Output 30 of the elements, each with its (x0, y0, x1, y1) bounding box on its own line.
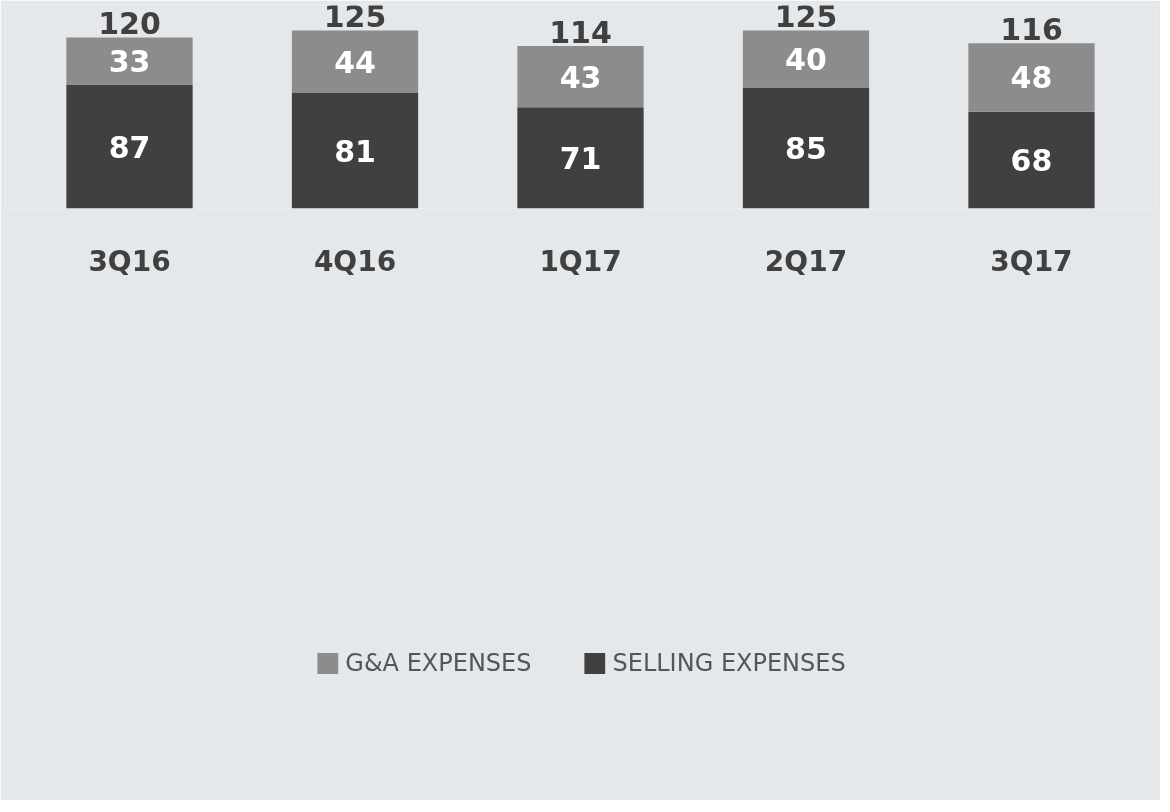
data-label: 81 (334, 133, 376, 169)
bar (291, 30, 419, 94)
bar (742, 30, 870, 88)
bar (968, 43, 1095, 112)
bar (742, 87, 870, 209)
data-label: 87 (108, 129, 151, 165)
total-label: 120 (98, 5, 161, 41)
data-label: 68 (1010, 143, 1053, 179)
total-label: 116 (1000, 11, 1063, 47)
x-tick-label: 3Q16 (88, 244, 171, 278)
x-tick-label: 4Q16 (313, 244, 397, 278)
data-label: 48 (1010, 60, 1053, 96)
bar (66, 37, 193, 85)
x-tick-label: 3Q17 (990, 244, 1073, 278)
data-label: 85 (785, 130, 827, 166)
data-label: 44 (334, 44, 376, 80)
x-tick-label: 1Q17 (539, 244, 622, 278)
x-tick-label: 2Q17 (764, 244, 848, 278)
bar (517, 46, 644, 108)
data-label: 33 (108, 44, 151, 80)
bar (66, 84, 193, 209)
data-label: 43 (559, 59, 602, 95)
data-label: 40 (785, 41, 827, 77)
legend-label: SELLING EXPENSES (612, 649, 846, 677)
bar (517, 107, 644, 209)
legend-label: G&A EXPENSES (345, 649, 532, 677)
data-label: 71 (559, 140, 602, 176)
bar (968, 111, 1095, 209)
bar (291, 93, 419, 209)
total-label: 114 (549, 14, 612, 50)
